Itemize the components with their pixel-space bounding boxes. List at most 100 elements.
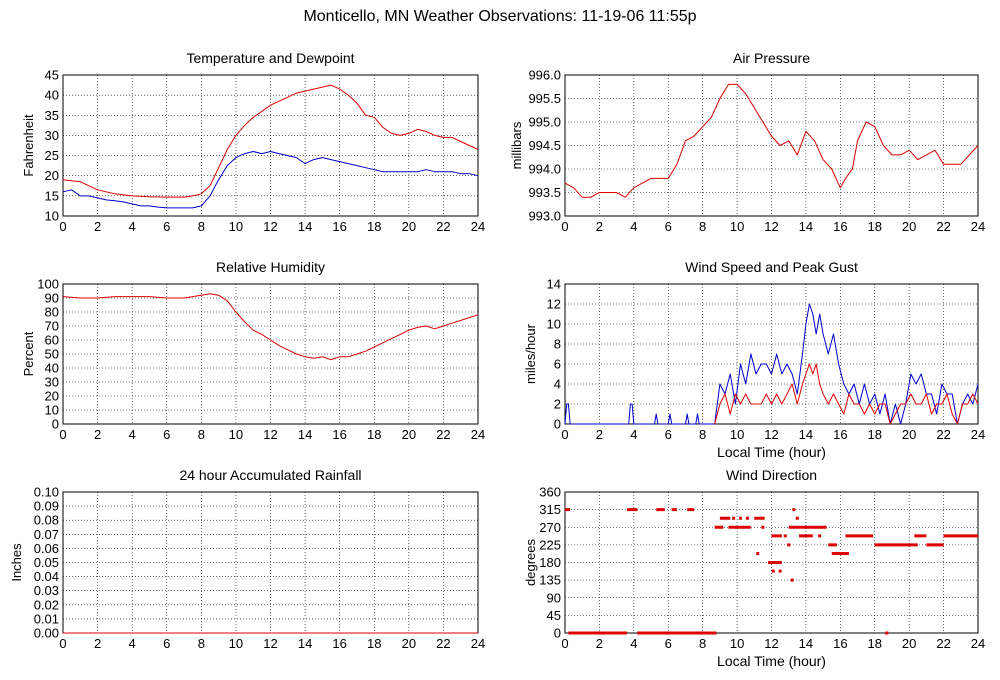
y-tick-label: 225 bbox=[539, 537, 561, 552]
x-tick-label: 2 bbox=[596, 427, 603, 442]
direction-point bbox=[792, 508, 796, 512]
x-tick-label: 0 bbox=[59, 427, 66, 442]
x-tick-label: 12 bbox=[764, 427, 778, 442]
x-tick-label: 20 bbox=[902, 427, 916, 442]
x-tick-label: 12 bbox=[764, 219, 778, 234]
x-tick-label: 6 bbox=[665, 427, 672, 442]
y-tick-label: 50 bbox=[45, 347, 59, 362]
panel-humidity: 0 2 4 6 8 10 12 14 16 18 20 22 240102030405060708090… bbox=[21, 259, 485, 442]
direction-point bbox=[790, 578, 794, 582]
y-tick-label: 0 bbox=[52, 417, 59, 432]
direction-point bbox=[795, 516, 799, 520]
y-tick-label: 14 bbox=[547, 277, 561, 292]
y-tick-label: 0.06 bbox=[34, 541, 59, 556]
y-tick-label: 993.0 bbox=[528, 209, 561, 224]
x-tick-label: 24 bbox=[471, 219, 485, 234]
x-axis-label: Local Time (hour) bbox=[717, 444, 826, 460]
x-tick-label: 22 bbox=[936, 427, 950, 442]
y-tick-label: 270 bbox=[539, 520, 561, 535]
y-tick-label: 10 bbox=[547, 317, 561, 332]
x-tick-label: 2 bbox=[94, 219, 101, 234]
series-line-1 bbox=[62, 151, 479, 209]
x-tick-label: 4 bbox=[630, 427, 637, 442]
y-tick-label: 6 bbox=[554, 357, 561, 372]
x-tick-label: 12 bbox=[263, 427, 277, 442]
y-tick-label: 60 bbox=[45, 333, 59, 348]
x-tick-label: 0 bbox=[59, 636, 66, 651]
x-tick-label: 20 bbox=[402, 636, 416, 651]
x-tick-label: 10 bbox=[730, 636, 744, 651]
x-tick-label: 0 bbox=[561, 219, 568, 234]
y-axis-label: Fahrenheit bbox=[21, 114, 36, 177]
direction-point bbox=[775, 561, 779, 564]
y-tick-label: 0.09 bbox=[34, 499, 59, 514]
y-tick-label: 315 bbox=[539, 502, 561, 517]
y-tick-label: 80 bbox=[45, 305, 59, 320]
x-tick-label: 22 bbox=[436, 636, 450, 651]
x-tick-label: 16 bbox=[833, 636, 847, 651]
x-tick-label: 2 bbox=[596, 219, 603, 234]
series-line-0 bbox=[62, 293, 479, 361]
y-tick-label: 996.0 bbox=[528, 68, 561, 83]
x-tick-label: 10 bbox=[229, 427, 243, 442]
x-tick-label: 8 bbox=[198, 636, 205, 651]
x-tick-label: 8 bbox=[699, 427, 706, 442]
y-tick-label: 4 bbox=[554, 377, 561, 392]
y-tick-label: 994.5 bbox=[528, 138, 561, 153]
y-tick-label: 135 bbox=[539, 573, 561, 588]
panel-winddir: 0 2 4 6 8 10 12 14 16 18 20 22 240459013518022527031… bbox=[523, 467, 985, 669]
x-tick-label: 8 bbox=[198, 219, 205, 234]
x-tick-label: 10 bbox=[730, 427, 744, 442]
x-tick-label: 24 bbox=[971, 427, 985, 442]
x-tick-label: 20 bbox=[902, 636, 916, 651]
direction-point bbox=[778, 569, 782, 573]
x-tick-label: 22 bbox=[936, 636, 950, 651]
y-tick-label: 0.00 bbox=[34, 626, 59, 641]
y-tick-label: 70 bbox=[45, 319, 59, 334]
x-tick-label: 20 bbox=[402, 427, 416, 442]
y-tick-label: 15 bbox=[45, 188, 59, 203]
y-tick-label: 0.10 bbox=[34, 485, 59, 500]
x-tick-label: 14 bbox=[298, 636, 312, 651]
y-tick-label: 40 bbox=[45, 361, 59, 376]
panel-pressure: 0 2 4 6 8 10 12 14 16 18 20 22 24993.0993.5994.0994.… bbox=[509, 50, 985, 234]
x-tick-label: 14 bbox=[298, 427, 312, 442]
x-tick-label: 24 bbox=[971, 219, 985, 234]
y-tick-label: 0 bbox=[554, 626, 561, 641]
direction-point bbox=[745, 516, 749, 520]
y-tick-label: 45 bbox=[547, 608, 561, 623]
x-tick-label: 18 bbox=[367, 427, 381, 442]
x-axis-label: Local Time (hour) bbox=[717, 653, 826, 669]
y-tick-label: 0.07 bbox=[34, 527, 59, 542]
direction-point bbox=[771, 569, 775, 573]
x-tick-label: 4 bbox=[630, 636, 637, 651]
x-tick-label: 16 bbox=[332, 427, 346, 442]
x-tick-label: 16 bbox=[332, 636, 346, 651]
x-tick-label: 8 bbox=[699, 636, 706, 651]
series-line-0 bbox=[62, 84, 479, 198]
series-line-0 bbox=[564, 83, 979, 198]
x-tick-label: 12 bbox=[263, 219, 277, 234]
x-tick-label: 22 bbox=[436, 427, 450, 442]
y-tick-label: 0.01 bbox=[34, 611, 59, 626]
y-tick-label: 994.0 bbox=[528, 162, 561, 177]
x-tick-label: 24 bbox=[971, 636, 985, 651]
direction-point bbox=[739, 516, 743, 520]
y-tick-label: 90 bbox=[45, 291, 59, 306]
y-axis-label: millibars bbox=[509, 121, 524, 169]
series-line-1 bbox=[714, 363, 979, 425]
x-tick-label: 14 bbox=[799, 427, 813, 442]
y-tick-label: 0.04 bbox=[34, 569, 59, 584]
panel-temp: 0 2 4 6 8 10 12 14 16 18 20 22 241015202530354045Tem… bbox=[21, 50, 485, 234]
x-tick-label: 10 bbox=[229, 636, 243, 651]
x-tick-label: 8 bbox=[198, 427, 205, 442]
chart-title: Wind Direction bbox=[726, 467, 817, 483]
y-tick-label: 2 bbox=[554, 397, 561, 412]
y-tick-label: 35 bbox=[45, 108, 59, 123]
y-axis-label: miles/hour bbox=[523, 323, 538, 384]
y-tick-label: 12 bbox=[547, 297, 561, 312]
direction-point bbox=[732, 516, 736, 520]
x-tick-label: 0 bbox=[561, 427, 568, 442]
